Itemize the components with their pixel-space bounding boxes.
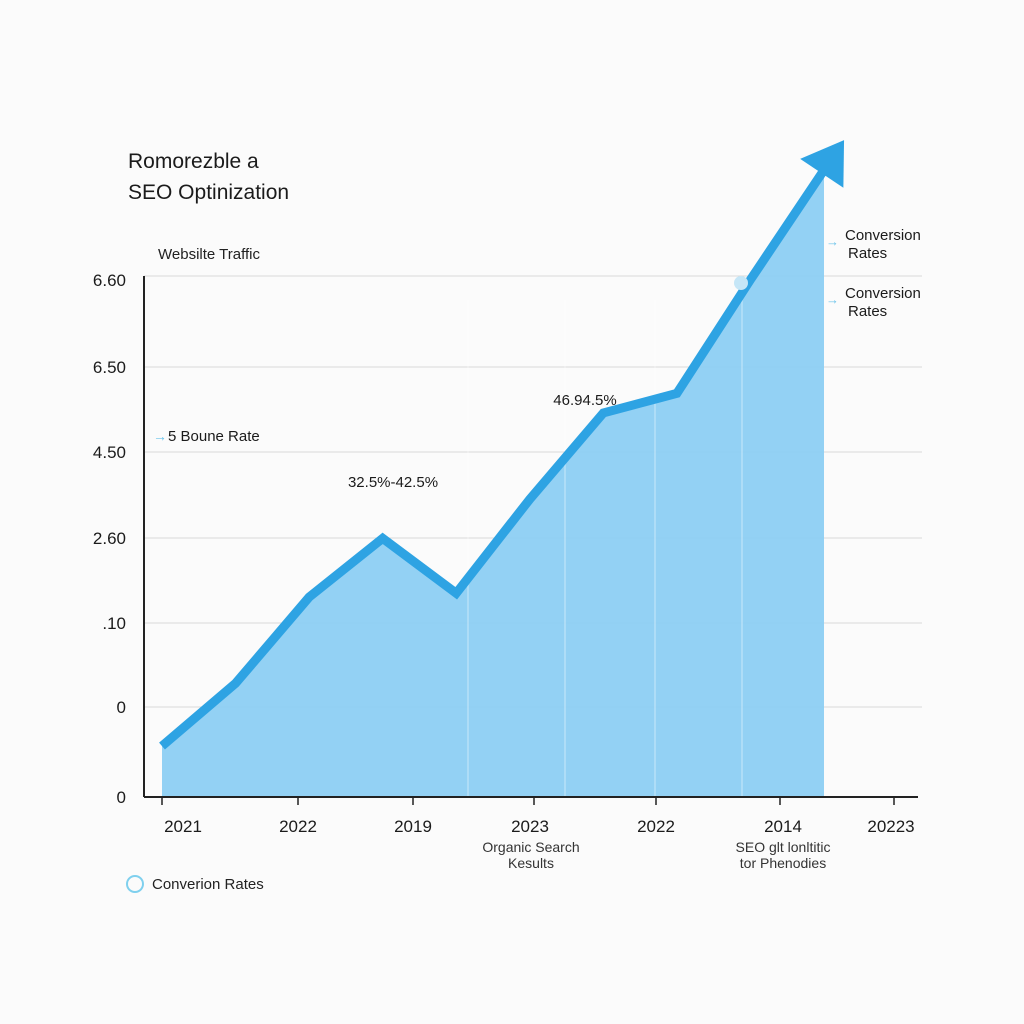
trend-line [159,140,845,750]
annotations: 32.5%-42.5% 46.94.5% Organic SearchKesults… [153,392,830,871]
y-tick-label: 0 [117,698,126,717]
bottom-category-label: tor Phenodies [740,855,826,871]
chart-title-line-1: Romorezble a [128,150,259,173]
x-tick-label: 2022 [637,817,675,836]
bounce-arrow-icon: → [153,428,167,444]
chart-title: Romorezble a SEO Optinization [128,146,289,208]
x-tick-label: 2021 [164,817,202,836]
y-tick-label: 6.60 [93,271,126,290]
axes [143,276,918,805]
x-tick-label: 20223 [867,817,914,836]
bottom-category-label: Organic Search [482,839,579,855]
side-label: Conversion [845,285,921,302]
data-annotation: 46.94.5% [553,392,616,409]
y-tick-label: 6.50 [93,358,126,377]
arrow-head-icon [800,140,845,188]
y-tick-labels: 0 0 .10 2.60 4.50 6.50 6.60 [93,271,126,807]
chart-title-line-2: SEO Optinization [128,181,290,204]
side-label: Conversion [845,227,921,244]
data-annotation: 32.5%-42.5% [348,474,438,491]
y-tick-label: .10 [102,614,126,633]
y-axis-label: Websilte Traffic [158,246,260,263]
y-tick-label: 4.50 [93,443,126,462]
legend-circle-icon [126,875,144,893]
x-tick-labels: 2021 2022 2019 2023 2022 2014 20223 [164,817,915,836]
x-tick-label: 2019 [394,817,432,836]
side-arrow-icon: → [826,292,839,307]
peak-marker [734,276,748,290]
y-tick-label: 2.60 [93,529,126,548]
side-label: Rates [848,303,887,320]
side-label: Rates [848,245,887,262]
legend: Converion Rates [126,872,264,896]
trend-line-path [159,167,828,750]
side-arrow-icon: → [826,234,839,249]
area-fill [162,170,824,797]
bounce-rate-note: 5 Boune Rate [168,428,260,445]
bottom-category-label: SEO glt lonltitic [736,839,831,855]
bottom-category-label: Kesults [508,855,554,871]
legend-label: Converion Rates [152,875,264,893]
area-fill-shape [162,170,824,797]
x-tick-label: 2014 [764,817,802,836]
x-tick-label: 2022 [279,817,317,836]
y-tick-label: 0 [117,788,126,807]
x-tick-label: 2023 [511,817,549,836]
